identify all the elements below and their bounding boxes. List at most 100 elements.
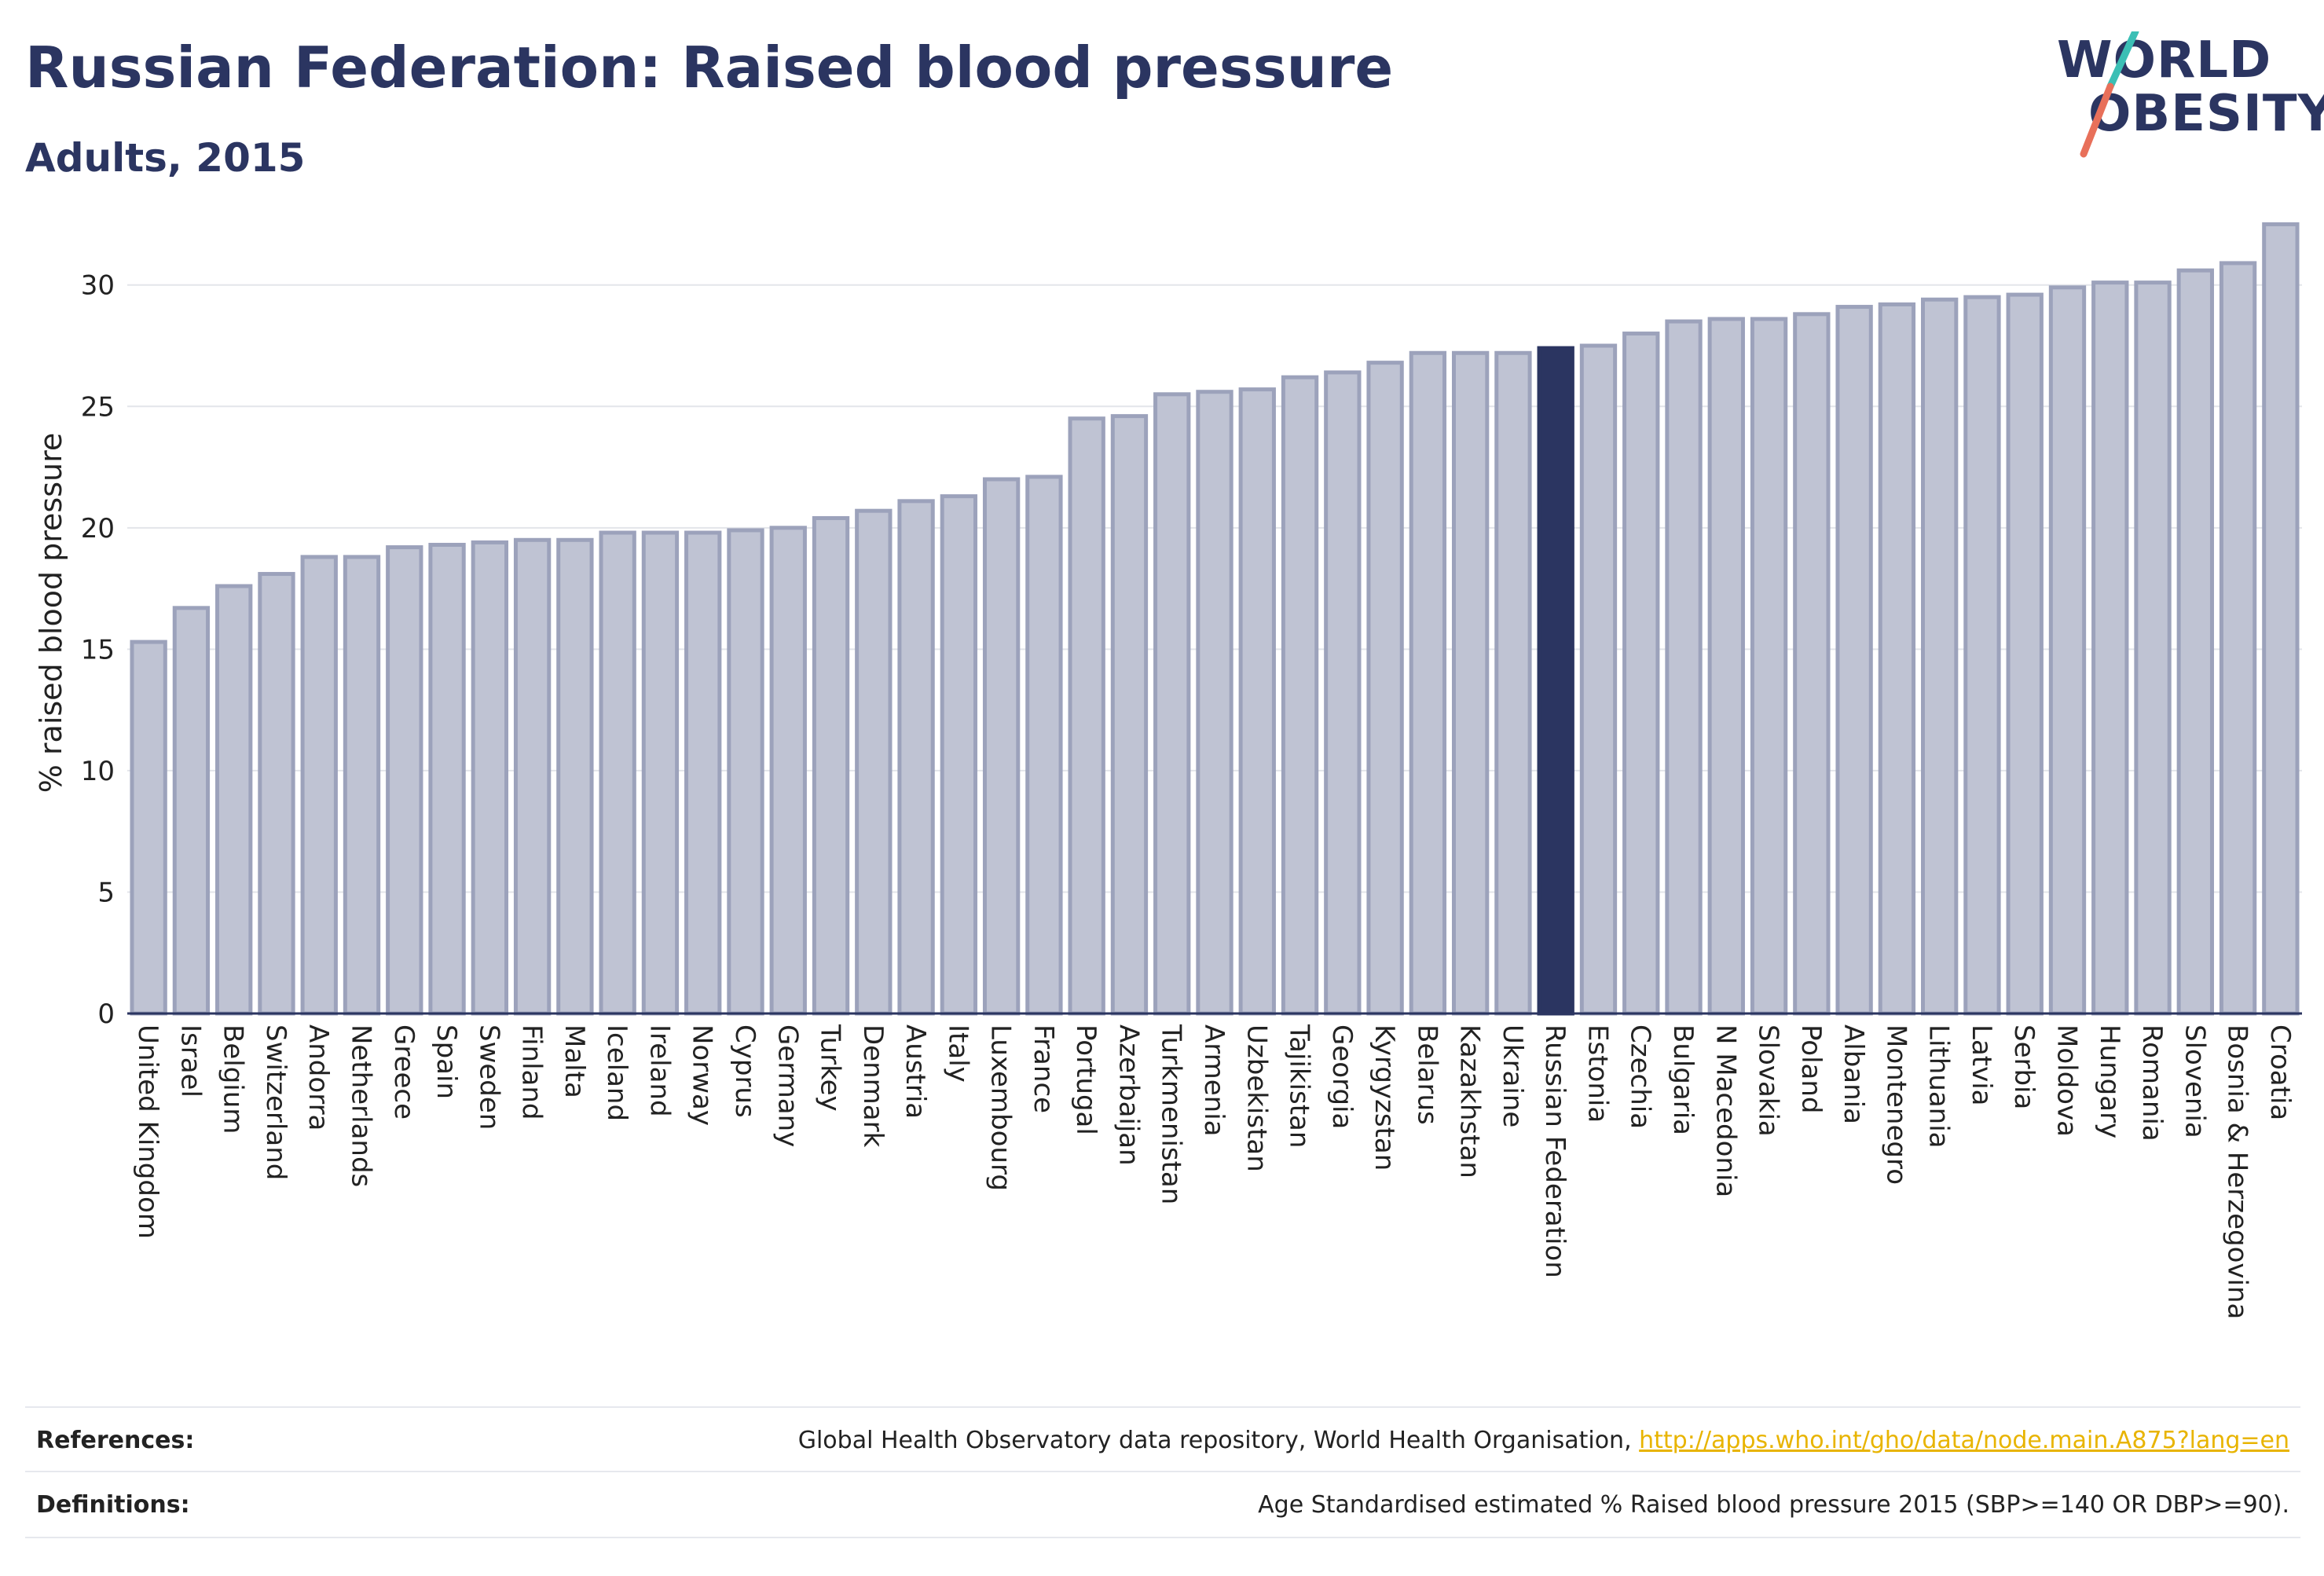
y-tick-label: 15: [81, 634, 115, 665]
bar: [812, 515, 850, 1016]
world-obesity-logo: WORLD OBESITY: [2043, 31, 2324, 165]
x-tick-label: Netherlands: [346, 1024, 377, 1187]
x-tick-label: Iceland: [601, 1024, 632, 1121]
x-tick-label: Belarus: [1411, 1024, 1442, 1125]
x-tick-label: Poland: [1795, 1024, 1827, 1114]
bar: [2091, 280, 2129, 1016]
bar-chart: 0 5 10 15 20 25 30 % raised blood pressure Unite…: [34, 222, 2302, 1319]
bar: [2176, 268, 2214, 1016]
x-tick-label: Hungary: [2094, 1024, 2125, 1138]
bar: [2262, 222, 2300, 1016]
x-tick-label: Albania: [1838, 1024, 1869, 1124]
bar: [1451, 350, 1490, 1016]
x-tick-label: Israel: [174, 1024, 206, 1098]
y-tick-label: 30: [81, 270, 115, 302]
bar: [300, 555, 338, 1016]
bar: [1835, 305, 1873, 1016]
bar: [1963, 295, 2001, 1016]
bar: [1707, 317, 1745, 1016]
x-tick-label: Latvia: [1966, 1024, 1997, 1106]
x-tick-label: Greece: [388, 1024, 420, 1120]
x-tick-label: Slovakia: [1753, 1024, 1784, 1137]
bar: [1622, 332, 1660, 1016]
y-tick-label: 0: [97, 999, 115, 1030]
bar: [727, 528, 764, 1016]
references-row: References: Global Health Observatory da…: [25, 1406, 2300, 1472]
bar: [855, 508, 893, 1016]
x-tick-label: Estonia: [1582, 1024, 1613, 1123]
bar: [1153, 392, 1191, 1016]
x-tick-label: Ireland: [643, 1024, 675, 1117]
bar: [343, 555, 381, 1016]
x-tick-label: Serbia: [2008, 1024, 2040, 1109]
x-tick-label: Tajikistan: [1284, 1024, 1315, 1148]
bar: [2134, 280, 2172, 1016]
bar: [1238, 387, 1276, 1016]
x-tick-label: Luxembourg: [985, 1024, 1017, 1191]
references-value: Global Health Observatory data repositor…: [798, 1427, 2300, 1454]
bar: [386, 545, 423, 1016]
x-tick-label: Moldova: [2051, 1024, 2082, 1137]
x-tick-label: Bosnia & Herzegovina: [2222, 1024, 2253, 1319]
references-label: References:: [36, 1426, 195, 1454]
x-tick-label: Russian Federation: [1539, 1024, 1571, 1278]
x-tick-label: Malta: [559, 1024, 590, 1098]
definitions-row: Definitions: Age Standardised estimated …: [25, 1471, 2300, 1538]
chart-title: Russian Federation: Raised blood pressur…: [25, 35, 1394, 101]
x-tick-label: Georgia: [1326, 1024, 1358, 1129]
x-tick-label: Kyrgyzstan: [1369, 1024, 1400, 1171]
x-tick-label: Sweden: [473, 1024, 504, 1130]
y-tick-label: 20: [81, 513, 115, 544]
logo-text-obesity: OBESITY: [2088, 85, 2324, 143]
x-tick-label: France: [1028, 1024, 1059, 1113]
chart-subtitle: Adults, 2015: [25, 135, 306, 181]
bar: [684, 530, 722, 1016]
x-tick-label: Denmark: [857, 1024, 889, 1148]
x-tick-label: Kazakhstan: [1454, 1024, 1486, 1178]
bar: [1750, 317, 1788, 1016]
bar: [1409, 350, 1447, 1016]
x-tick-label: Italy: [942, 1024, 973, 1083]
bar: [556, 537, 594, 1016]
x-tick-label: Cyprus: [729, 1024, 761, 1118]
x-tick-label: Azerbaijan: [1113, 1024, 1144, 1166]
x-tick-label: Romania: [2136, 1024, 2168, 1142]
references-text: Global Health Observatory data repositor…: [797, 1426, 1640, 1454]
bar: [982, 477, 1021, 1016]
y-tick-label: 25: [81, 391, 115, 423]
bar: [2006, 292, 2044, 1016]
x-tick-label: Czechia: [1625, 1024, 1656, 1129]
x-tick-label: Austria: [900, 1024, 931, 1119]
x-tick-label: Montenegro: [1880, 1024, 1912, 1185]
bar: [641, 530, 680, 1016]
bar: [172, 606, 211, 1016]
bar: [897, 499, 935, 1016]
x-tick-label: Germany: [772, 1024, 803, 1147]
x-tick-label: Norway: [687, 1024, 718, 1126]
bar: [1665, 319, 1703, 1016]
bar: [130, 640, 167, 1016]
bar: [2219, 261, 2257, 1016]
x-tick-label: Croatia: [2264, 1024, 2296, 1120]
bar: [428, 542, 466, 1016]
bar: [513, 537, 552, 1016]
bar: [1196, 390, 1233, 1016]
bar: [471, 540, 509, 1016]
bar: [1920, 297, 1959, 1016]
x-tick-label: Portugal: [1070, 1024, 1102, 1135]
bar: [1281, 375, 1319, 1016]
x-tick-label: Turkmenistan: [1156, 1024, 1187, 1204]
x-tick-label: Turkey: [815, 1024, 846, 1112]
bar: [1110, 414, 1149, 1016]
bar: [769, 526, 807, 1016]
logo-text-world: WORLD: [2057, 31, 2272, 90]
x-tick-label: Armenia: [1198, 1024, 1230, 1137]
x-tick-label: Belgium: [218, 1024, 249, 1134]
x-tick-label: Ukraine: [1497, 1024, 1528, 1127]
bar: [1324, 370, 1362, 1016]
references-link[interactable]: http://apps.who.int/gho/data/node.main.A…: [1639, 1426, 2289, 1454]
highlight-bar: [1537, 346, 1574, 1016]
y-tick-label: 5: [97, 877, 115, 908]
x-tick-label: Lithuania: [1923, 1024, 1955, 1148]
bar: [1068, 416, 1105, 1016]
